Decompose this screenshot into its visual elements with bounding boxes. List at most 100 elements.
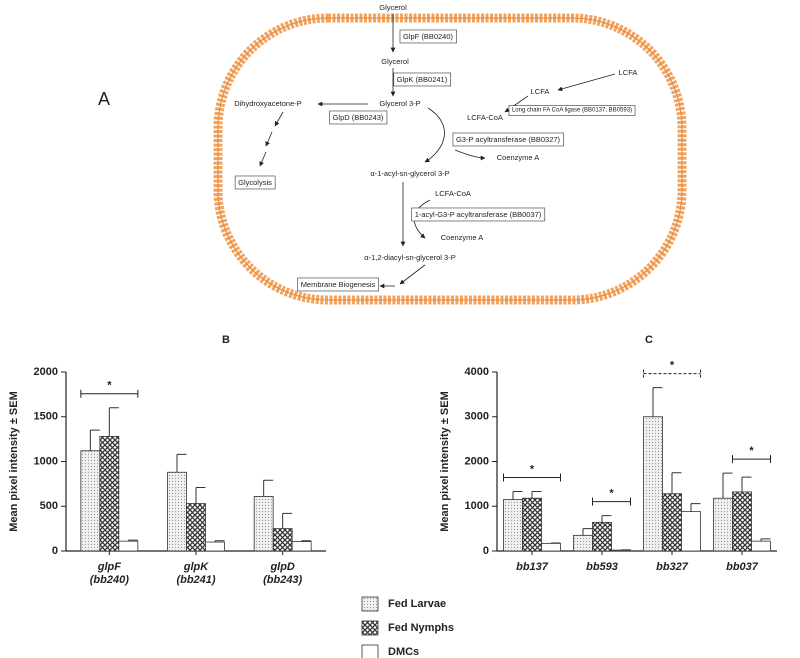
enzyme-label: GlpD (BB0243) [333,113,384,122]
error-bar [671,472,682,494]
enzyme-label: Long chain FA CoA ligase (BB0137, BB0593… [512,108,632,114]
significance-bracket [503,473,561,482]
error-bar [760,538,771,542]
error-bar [263,479,274,497]
significance-mark: * [609,488,614,500]
metabolite: Coenzyme A [441,233,484,242]
bar [291,541,312,552]
bar [522,497,542,552]
significance-bracket [732,455,771,464]
y-tick-label: 2000 [465,455,489,467]
metabolite: Glycerol [379,3,407,12]
error-bar [301,540,312,542]
significance-bracket [80,389,139,398]
error-bar [176,453,187,473]
x-tick-label: (bb241) [176,574,215,586]
error-bar [108,407,119,437]
bar [186,503,206,552]
significance-mark: * [670,360,675,372]
arrow [424,107,445,163]
legend-label: Fed Larvae [388,598,446,610]
metabolite: LCFA [619,68,638,77]
pathway-diagram: A Glycerol Glycerol Dihydroxyacetone-P G… [98,3,687,305]
legend-label: DMCs [388,646,419,658]
arrow [265,131,273,147]
arrow [399,264,426,285]
metabolite: Glycerol 3-P [379,99,420,108]
x-tick-label: bb593 [586,561,618,573]
x-tick-label: glpK [183,561,209,573]
y-tick-label: 3000 [465,411,489,423]
bar [167,471,187,552]
charts: B Mean pixel intensity ± SEM 0 500 1000 1500 2… [8,334,777,658]
error-bar [214,540,225,543]
y-axis-label: Mean pixel intensity ± SEM [8,391,20,532]
enzyme-label: 1-acyl-G3-P acyltransferase (BB0037) [415,210,542,219]
x-tick-label: glpD [269,561,294,573]
label-box [393,72,452,87]
y-tick-label: 4000 [465,366,489,378]
bar [272,528,293,552]
significance-bracket [643,369,701,378]
metabolite: α-1,2-diacyl-sn-glycerol 3-P [364,253,455,262]
metabolite: Coenzyme A [497,153,540,162]
bar [573,534,593,552]
error-bar [89,429,100,451]
error-bar [195,486,206,504]
panel-label: B [222,334,230,346]
error-bar [282,512,293,529]
error-bar [582,528,593,536]
x-tick-label: (bb243) [263,574,302,586]
y-tick-label: 2000 [34,366,58,378]
x-tick-label: bb327 [656,561,689,573]
error-bar [512,490,523,500]
y-tick-label: 1500 [34,411,58,423]
panel-label: C [645,334,653,346]
y-tick-label: 500 [40,500,58,512]
error-bar [722,472,733,499]
bar [99,436,120,552]
label-box [411,207,546,222]
process-label: Glycolysis [238,178,272,187]
bar [253,496,274,552]
legend-label: Fed Nymphs [388,622,454,634]
label-box [234,175,276,190]
metabolite: LCFA [531,87,550,96]
bar [592,521,612,552]
x-tick-label: bb037 [726,561,759,573]
error-bar [601,515,612,523]
x-tick-label: bb137 [516,561,549,573]
bar [118,540,139,552]
arrow [274,111,284,127]
label-box [452,132,564,147]
y-tick-label: 0 [483,545,489,557]
bar [751,540,771,552]
legend-swatch [361,644,379,658]
metabolite: LCFA-CoA [435,189,471,198]
bar [662,493,682,552]
arrow [557,73,616,92]
x-tick-label: (bb240) [90,574,129,586]
error-bar [127,539,138,542]
bar [80,450,101,552]
label-box [297,277,379,292]
enzyme-label: G3-P acyltransferase (BB0327) [456,135,561,144]
legend-swatch [361,596,379,612]
bar [681,511,701,552]
bar [713,497,733,552]
bar [503,499,523,552]
error-bar [531,490,542,499]
bar [541,542,561,552]
significance-mark: * [749,445,754,457]
significance-bracket [592,497,631,506]
bar [643,416,663,552]
bar [205,541,225,552]
y-tick-label: 0 [52,545,58,557]
label-box [508,105,636,116]
arrow [454,149,486,161]
arrow [259,151,267,167]
error-bar [741,476,752,492]
enzyme-label: GlpK (BB0241) [397,75,448,84]
y-axis-label: Mean pixel intensity ± SEM [439,391,451,532]
